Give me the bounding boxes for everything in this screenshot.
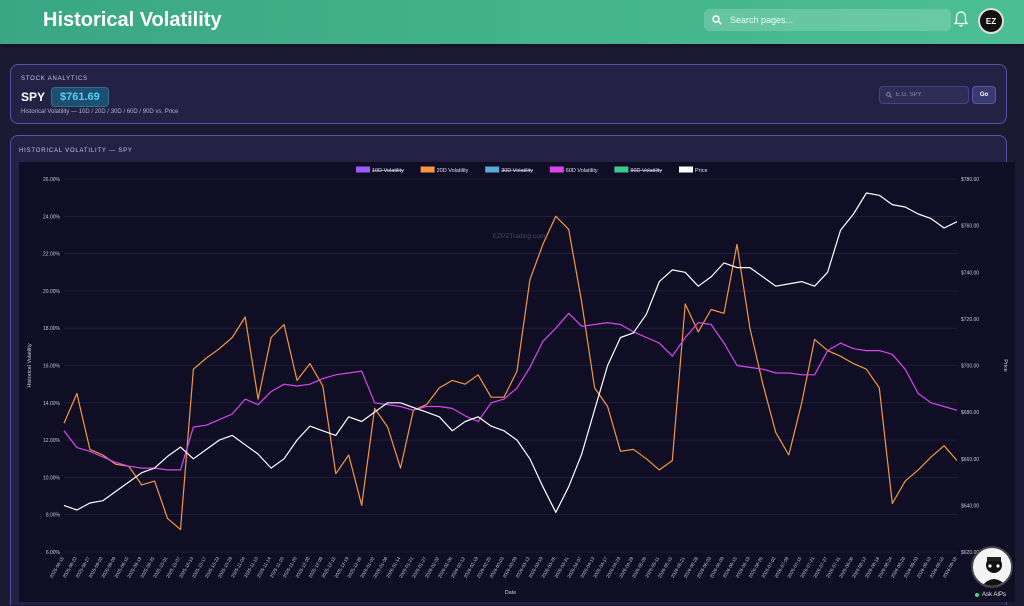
search-icon (712, 15, 722, 25)
legend-swatch (485, 166, 500, 173)
y-tick-label: 12.00% (43, 438, 61, 444)
watermark: EZPZTrading.com (493, 233, 546, 240)
ask-ai-button[interactable] (971, 546, 1013, 588)
volatility-chart-card: HISTORICAL VOLATILITY — SPY 26.00% 24.00%… (10, 135, 1015, 605)
legend-label: Price (695, 168, 708, 174)
series-line (63, 192, 958, 513)
y-axis-title: Historical Volatility (27, 343, 33, 388)
y-tick-label: 18.00% (43, 326, 61, 332)
symbol-input[interactable] (896, 92, 966, 98)
avatar-text: EZ (985, 16, 997, 26)
series-line (63, 312, 958, 471)
y-tick-label: 22.00% (43, 252, 61, 258)
y-tick-label: 10.00% (43, 475, 61, 481)
online-dot (975, 593, 979, 597)
y2-tick-label: $720.00 (961, 317, 979, 323)
x-axis-title: Date (505, 590, 517, 596)
symbol-search[interactable] (879, 86, 969, 104)
chart-section-title: HISTORICAL VOLATILITY — SPY (19, 148, 133, 154)
series-line (63, 215, 958, 531)
analytics-subtitle: Historical Volatility — 10D / 20D / 30D … (21, 109, 179, 115)
y2-axis-title: Price (1002, 359, 1008, 372)
legend-swatch (356, 166, 370, 173)
y-tick-label: 24.00% (43, 214, 61, 220)
ask-ai-text: Ask AIPs (982, 592, 1007, 598)
page-title: Historical Volatility (43, 9, 222, 31)
y2-tick-label: $740.00 (961, 270, 979, 276)
y-tick-label: 14.00% (43, 401, 61, 407)
y-tick-label: 8.00% (46, 513, 61, 519)
y2-tick-label: $680.00 (961, 410, 979, 416)
y-tick-label: 26.00% (43, 177, 61, 183)
y2-tick-label: $640.00 (961, 503, 979, 509)
legend-swatch (549, 166, 564, 173)
legend-label: 90D Volatility (630, 168, 662, 174)
bell-icon[interactable] (953, 10, 969, 28)
legend-swatch (614, 166, 629, 173)
section-eyebrow: STOCK ANALYTICS (21, 76, 88, 82)
go-button[interactable]: Go (972, 86, 996, 104)
top-bar: Historical Volatility EZ (0, 0, 1024, 44)
price-badge: $761.69 (51, 87, 109, 107)
y-tick-label: 6.00% (46, 550, 61, 556)
legend-swatch (420, 166, 435, 173)
ask-ai-label[interactable]: Ask AIPs (975, 592, 1006, 598)
y2-tick-label: $620.00 (961, 550, 979, 556)
search-input[interactable] (730, 15, 930, 25)
y2-tick-label: $780.00 (961, 177, 979, 183)
y-tick-label: 20.00% (43, 289, 61, 295)
stock-analytics-card: STOCK ANALYTICS SPY $761.69 Historical V… (10, 64, 1007, 124)
legend-swatch (679, 166, 693, 173)
legend-label: 20D Volatility (437, 168, 469, 174)
search-icon (886, 92, 892, 98)
y2-tick-label: $700.00 (961, 364, 979, 370)
y2-tick-label: $760.00 (961, 224, 979, 230)
search-bar[interactable] (704, 9, 951, 31)
legend-label: 60D Volatility (566, 168, 598, 174)
y-tick-label: 16.00% (43, 364, 61, 370)
avatar[interactable]: EZ (978, 8, 1004, 34)
legend-label: 30D Volatility (501, 168, 533, 174)
volatility-chart: 26.00% 24.00% 22.00% 20.00% 18.00% 16.00% 14.0… (27, 166, 1008, 596)
chart-area: 26.00% 24.00% 22.00% 20.00% 18.00% 16.00% 14.0… (19, 162, 1015, 602)
y2-tick-label: $660.00 (961, 457, 979, 463)
legend-label: 10D Volatility (372, 168, 404, 174)
ticker-symbol: SPY (21, 90, 46, 104)
